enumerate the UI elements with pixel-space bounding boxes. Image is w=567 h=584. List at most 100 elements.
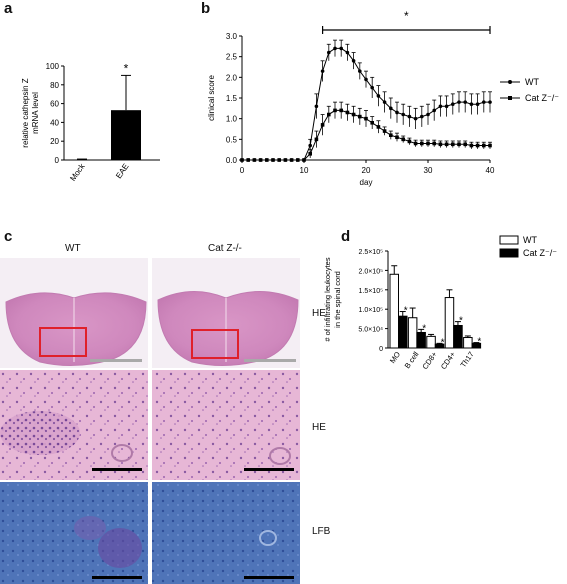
d-xtick-label-2: CD8+ bbox=[420, 349, 439, 371]
col-label-catz: Cat Z-/- bbox=[208, 243, 242, 254]
b-point-1-2 bbox=[252, 158, 257, 162]
b-point-0-37 bbox=[469, 102, 474, 106]
b-point-1-22 bbox=[376, 125, 381, 129]
d-legend-swatch-1 bbox=[499, 248, 519, 258]
a-bar-eae bbox=[111, 110, 141, 160]
b-point-1-31 bbox=[432, 141, 436, 146]
scale-bar-catz-3 bbox=[244, 576, 294, 579]
b-point-1-13 bbox=[320, 123, 325, 127]
b-point-1-30 bbox=[426, 141, 430, 146]
d-bar-1-0 bbox=[398, 315, 408, 349]
b-ytick-label-5: 2.5 bbox=[226, 53, 238, 62]
b-point-0-14 bbox=[327, 50, 331, 55]
b-point-0-15 bbox=[333, 46, 337, 51]
chart-b: 0.0 0.5 1.0 1.5 2.0 2.5 3.0 0 10 20 30 40 day clinica… bbox=[207, 9, 559, 187]
b-legend-label-0: WT bbox=[525, 77, 539, 87]
d-bar-1-3 bbox=[453, 324, 463, 349]
b-point-1-33 bbox=[444, 142, 449, 147]
b-point-0-29 bbox=[420, 114, 424, 119]
b-point-1-23 bbox=[382, 129, 387, 133]
b-point-0-13 bbox=[320, 69, 325, 73]
b-point-1-28 bbox=[413, 141, 418, 146]
b-point-0-25 bbox=[395, 110, 399, 115]
d-legend-swatch-0 bbox=[499, 235, 519, 245]
d-xtick-label-3: CD4+ bbox=[439, 349, 458, 371]
b-point-1-40 bbox=[488, 143, 492, 148]
b-point-1-16 bbox=[339, 108, 343, 113]
b-point-0-18 bbox=[351, 59, 356, 63]
a-ytick-label-3: 60 bbox=[50, 100, 59, 109]
b-point-1-9 bbox=[296, 158, 300, 162]
b-legend-marker-0 bbox=[508, 80, 512, 84]
b-xtick-label-2: 20 bbox=[362, 166, 371, 175]
b-point-1-24 bbox=[389, 133, 393, 137]
b-point-1-5 bbox=[271, 158, 275, 162]
b-point-1-11 bbox=[308, 152, 312, 156]
panel-letter-a: a bbox=[4, 0, 13, 17]
row-label-he-1: HE bbox=[312, 308, 326, 319]
panel-letter-b: b bbox=[201, 0, 211, 17]
a-ytick-label-5: 100 bbox=[46, 62, 60, 71]
d-xtick-label-4: Th17 bbox=[459, 350, 476, 369]
b-point-0-16 bbox=[339, 46, 343, 51]
b-point-0-20 bbox=[364, 77, 368, 82]
d-ytick-label-0: 0 bbox=[379, 346, 383, 353]
b-point-0-12 bbox=[314, 104, 319, 109]
b-ytick-label-3: 1.5 bbox=[226, 94, 238, 103]
roi-box-catz bbox=[191, 329, 239, 359]
d-bar-0-0 bbox=[389, 273, 399, 349]
b-point-0-27 bbox=[407, 114, 412, 119]
d-xtick-label-1: B cell bbox=[403, 350, 421, 370]
b-point-0-11 bbox=[308, 143, 312, 148]
scale-bar-wt-2 bbox=[92, 468, 142, 471]
d-annotation-3: * bbox=[459, 316, 463, 327]
b-ytick-label-0: 0.0 bbox=[226, 156, 238, 165]
b-point-1-37 bbox=[469, 143, 474, 148]
roi-box-wt bbox=[39, 327, 87, 357]
b-point-0-19 bbox=[358, 69, 362, 73]
b-xlabel: day bbox=[360, 178, 373, 187]
tile-catz-lfb bbox=[152, 482, 300, 584]
b-point-0-34 bbox=[451, 102, 455, 106]
b-point-1-1 bbox=[246, 158, 250, 162]
b-xtick-label-3: 30 bbox=[424, 166, 433, 175]
d-bar-0-1 bbox=[407, 317, 418, 349]
b-point-0-38 bbox=[475, 102, 480, 106]
d-xtick-label-0: MO bbox=[388, 350, 402, 365]
b-point-1-29 bbox=[420, 141, 424, 146]
b-point-1-18 bbox=[351, 112, 356, 117]
d-annotation-1: * bbox=[422, 323, 426, 334]
b-point-1-39 bbox=[482, 143, 486, 148]
b-point-0-39 bbox=[482, 100, 486, 104]
b-point-1-12 bbox=[314, 137, 319, 142]
b-point-1-4 bbox=[265, 158, 269, 162]
b-point-0-32 bbox=[438, 104, 443, 109]
b-ylabel: clinical score bbox=[207, 75, 216, 121]
b-point-0-40 bbox=[488, 100, 492, 104]
b-ytick-label-2: 1.0 bbox=[226, 115, 238, 124]
d-ytick-label-5: 2.5×10⁵ bbox=[358, 249, 383, 256]
col-label-wt: WT bbox=[65, 243, 81, 254]
b-point-0-35 bbox=[457, 100, 461, 104]
d-ylabel-2: in the spinal cord bbox=[333, 271, 342, 328]
b-point-1-38 bbox=[475, 143, 480, 148]
d-bar-0-2 bbox=[426, 335, 436, 349]
b-point-1-34 bbox=[451, 142, 455, 147]
d-ylabel-1: # of infiltrating leukocytes bbox=[323, 257, 332, 341]
b-point-1-3 bbox=[258, 158, 263, 162]
d-annotation-4: * bbox=[477, 337, 481, 348]
b-point-0-26 bbox=[401, 112, 405, 117]
panel-letter-d: d bbox=[341, 228, 351, 245]
scale-bar-wt-3 bbox=[92, 576, 142, 579]
a-annotation: * bbox=[124, 61, 129, 75]
b-legend-marker-1 bbox=[508, 96, 512, 100]
b-point-0-24 bbox=[389, 106, 393, 111]
b-point-1-19 bbox=[358, 114, 362, 119]
b-point-1-17 bbox=[345, 110, 350, 115]
scale-bar-catz-1 bbox=[244, 359, 296, 362]
b-point-1-35 bbox=[457, 142, 461, 147]
b-point-0-33 bbox=[444, 104, 449, 109]
b-point-0-23 bbox=[382, 100, 387, 104]
b-ytick-label-4: 2.0 bbox=[226, 73, 238, 82]
b-point-0-28 bbox=[413, 116, 418, 121]
